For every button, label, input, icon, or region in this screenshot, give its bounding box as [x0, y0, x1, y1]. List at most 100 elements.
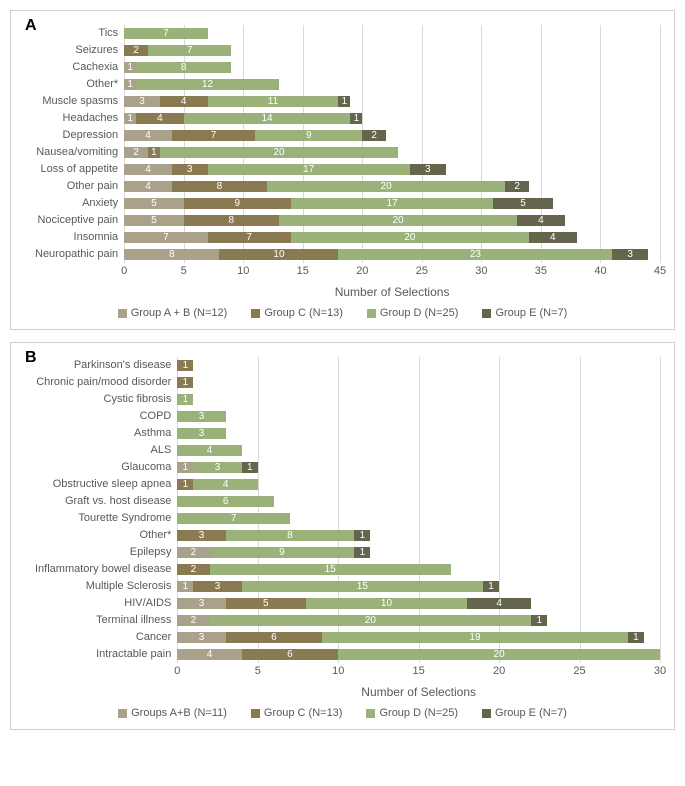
bar-segment: 3: [177, 428, 225, 438]
y-category-label: Anxiety: [35, 195, 118, 212]
bar-segment: 17: [291, 198, 493, 208]
bar-segment: 3: [193, 462, 241, 472]
bar-segment: 1: [483, 581, 499, 591]
legend-label: Group E (N=7): [495, 307, 567, 319]
bar-segment: 5: [124, 215, 184, 225]
bar-segment: 8: [184, 215, 279, 225]
y-category-label: Multiple Sclerosis: [35, 578, 171, 595]
bar-segment: 8: [136, 62, 231, 72]
bar-segment: 3: [612, 249, 648, 259]
stacked-bar: 14141: [124, 113, 660, 123]
panel-a-letter: A: [25, 17, 37, 35]
y-category-label: Loss of appetite: [35, 161, 118, 178]
legend-item: Group D (N=25): [366, 707, 458, 719]
stacked-bar: 810233: [124, 249, 660, 259]
panel-a: A TicsSeizuresCachexiaOther*Muscle spasm…: [10, 10, 675, 330]
bar-segment: 2: [177, 564, 209, 574]
bar-segment: 4: [124, 164, 172, 174]
y-category-label: HIV/AIDS: [35, 595, 171, 612]
y-category-label: Epilepsy: [35, 544, 171, 561]
bar-segment: 1: [350, 113, 362, 123]
y-category-label: Cancer: [35, 629, 171, 646]
bar-segment: 3: [177, 632, 225, 642]
legend-label: Groups A+B (N=11): [131, 707, 227, 719]
bar-row: 14141: [124, 110, 660, 127]
bar-row: 6: [177, 493, 660, 510]
stacked-bar: 4620: [177, 649, 660, 659]
bar-segment: 1: [177, 360, 193, 370]
legend-item: Group E (N=7): [482, 707, 567, 719]
bar-segment: 1: [177, 377, 193, 387]
bar-row: 131: [177, 459, 660, 476]
stacked-bar: 4792: [124, 130, 660, 140]
stacked-bar: 43173: [124, 164, 660, 174]
panel-a-xtitle: Number of Selections: [124, 285, 660, 299]
y-category-label: Seizures: [35, 42, 118, 59]
bar-segment: 4: [124, 130, 172, 140]
panel-a-xaxis: 051015202530354045: [124, 265, 660, 283]
bar-segment: 8: [124, 249, 219, 259]
x-tick-label: 25: [573, 665, 585, 677]
bar-segment: 9: [255, 130, 362, 140]
stacked-bar: 34111: [124, 96, 660, 106]
x-tick-label: 45: [654, 265, 666, 277]
bar-segment: 14: [184, 113, 351, 123]
panel-b-plot: 1113341311467381291215131513510422013619…: [177, 357, 660, 663]
x-tick-label: 20: [493, 665, 505, 677]
bar-segment: 9: [210, 547, 355, 557]
panel-b-letter: B: [25, 349, 37, 367]
gridline: [660, 25, 661, 263]
bar-segment: 3: [177, 530, 225, 540]
legend-swatch: [251, 309, 260, 318]
x-tick-label: 30: [654, 665, 666, 677]
bar-segment: 7: [124, 28, 207, 38]
bar-segment: 1: [124, 62, 136, 72]
panel-a-plot: 7271811234111141414792212043173482025917…: [124, 25, 660, 263]
bar-row: 810233: [124, 246, 660, 263]
bar-segment: 7: [177, 513, 290, 523]
legend-label: Group D (N=25): [380, 307, 459, 319]
legend-label: Group E (N=7): [495, 707, 567, 719]
legend-swatch: [367, 309, 376, 318]
bar-segment: 1: [531, 615, 547, 625]
x-tick-label: 20: [356, 265, 368, 277]
bar-segment: 23: [338, 249, 612, 259]
bar-segment: 4: [124, 181, 172, 191]
bar-segment: 4: [517, 215, 565, 225]
legend-item: Group D (N=25): [367, 307, 459, 319]
stacked-bar: 14: [177, 479, 660, 489]
bar-row: 7: [177, 510, 660, 527]
bar-segment: 15: [210, 564, 451, 574]
bar-row: 77204: [124, 229, 660, 246]
bar-segment: 4: [136, 113, 184, 123]
bar-segment: 1: [177, 462, 193, 472]
bar-segment: 1: [177, 581, 193, 591]
stacked-bar: 7: [124, 28, 660, 38]
stacked-bar: 59175: [124, 198, 660, 208]
panel-b-chart: Parkinson's diseaseChronic pain/mood dis…: [35, 357, 660, 699]
y-category-label: Nausea/vomiting: [35, 144, 118, 161]
bar-row: 59175: [124, 195, 660, 212]
bar-segment: 1: [177, 394, 193, 404]
x-tick-label: 30: [475, 265, 487, 277]
bar-segment: 2: [505, 181, 529, 191]
panel-b-xtitle: Number of Selections: [177, 685, 660, 699]
bar-segment: 8: [226, 530, 355, 540]
bar-row: 4792: [124, 127, 660, 144]
legend-item: Group C (N=13): [251, 707, 343, 719]
y-category-label: Intractable pain: [35, 646, 171, 663]
legend-label: Group C (N=13): [264, 707, 343, 719]
bar-segment: 20: [210, 615, 532, 625]
stacked-bar: 381: [177, 530, 660, 540]
bar-segment: 3: [124, 96, 160, 106]
x-tick-label: 10: [332, 665, 344, 677]
stacked-bar: 3: [177, 411, 660, 421]
stacked-bar: 6: [177, 496, 660, 506]
bar-segment: 20: [291, 232, 529, 242]
legend-item: Groups A+B (N=11): [118, 707, 227, 719]
x-tick-label: 15: [297, 265, 309, 277]
y-category-label: Asthma: [35, 425, 171, 442]
bar-segment: 7: [124, 232, 207, 242]
legend-swatch: [118, 309, 127, 318]
bar-row: 291: [177, 544, 660, 561]
